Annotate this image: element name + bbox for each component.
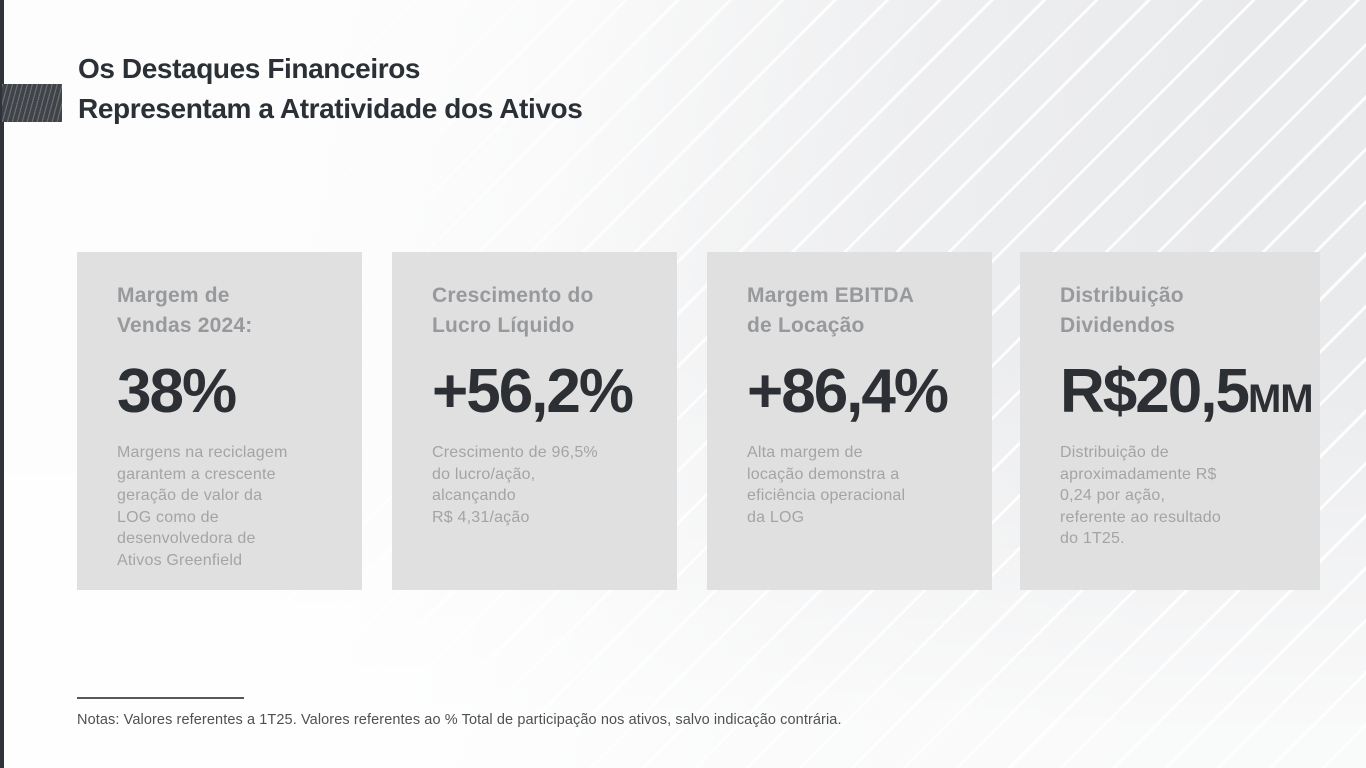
card-description: Crescimento de 96,5% do lucro/ação, alca… <box>432 444 598 526</box>
card-description: Distribuição de aproximadamente R$ 0,24 … <box>1060 444 1221 547</box>
left-edge-accent-bar <box>0 0 4 768</box>
metric-card-distribuicao-dividendos: Distribuição Dividendos R$20,5MM Distrib… <box>1020 252 1320 590</box>
card-description: Margens na reciclagem garantem a crescen… <box>117 444 288 569</box>
card-title: Distribuição Dividendos <box>1060 284 1184 337</box>
slide-title: Os Destaques Financeiros Representam a A… <box>78 49 583 129</box>
card-description: Alta margem de locação demonstra a efici… <box>747 444 906 526</box>
hatched-accent-block <box>2 84 62 122</box>
card-value: +56,2% <box>432 361 659 428</box>
card-value: 38% <box>117 361 344 428</box>
card-title: Margem de Vendas 2024: <box>117 284 253 337</box>
slide-title-line-1: Os Destaques Financeiros <box>78 53 421 84</box>
metric-card-crescimento-lucro: Crescimento do Lucro Líquido +56,2% Cres… <box>392 252 677 590</box>
card-value: R$20,5MM <box>1060 361 1314 428</box>
card-value-number: R$20,5 <box>1060 357 1250 426</box>
card-value: +86,4% <box>747 361 974 428</box>
footnote-divider-line <box>77 697 244 699</box>
card-title: Margem EBITDA de Locação <box>747 284 915 337</box>
footnote-text: Notas: Valores referentes a 1T25. Valore… <box>77 712 842 728</box>
card-value-number: +56,2% <box>432 357 634 426</box>
card-title: Crescimento do Lucro Líquido <box>432 284 594 337</box>
card-value-number: 38% <box>117 357 237 426</box>
card-value-number: +86,4% <box>747 357 949 426</box>
card-value-suffix: MM <box>1247 377 1314 421</box>
metric-card-margem-vendas: Margem de Vendas 2024: 38% Margens na re… <box>77 252 362 590</box>
slide-title-line-2: Representam a Atratividade dos Ativos <box>78 93 583 124</box>
metric-card-margem-ebitda: Margem EBITDA de Locação +86,4% Alta mar… <box>707 252 992 590</box>
